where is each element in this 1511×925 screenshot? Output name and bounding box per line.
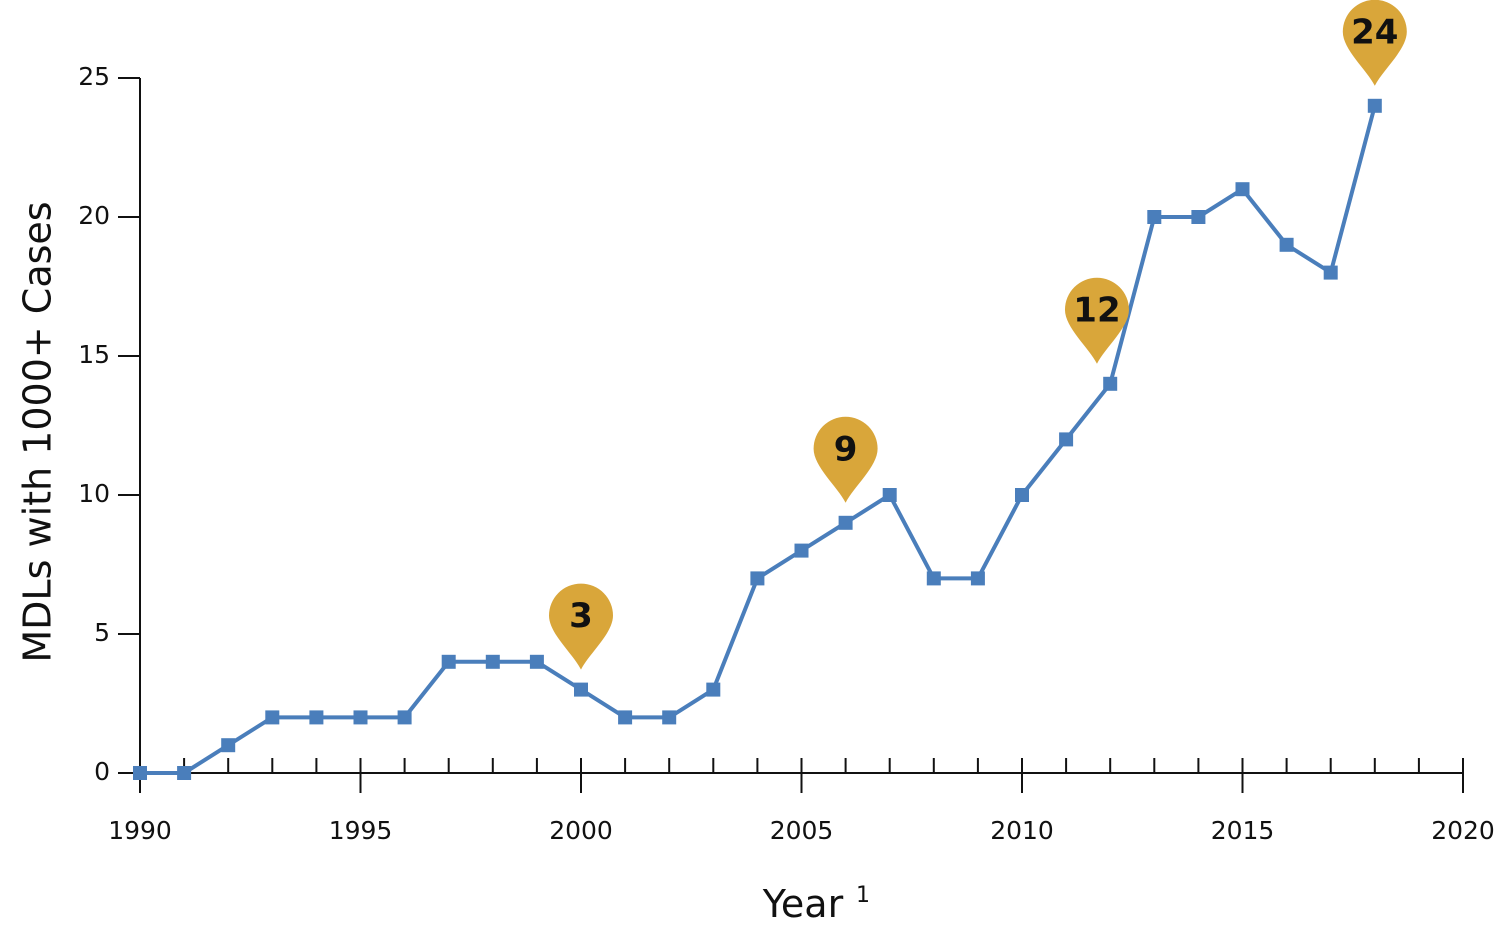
data-point-marker [221, 738, 236, 753]
y-axis-title: MDLs with 1000+ Cases [16, 201, 60, 662]
pin-shape [549, 583, 613, 670]
x-tick-label: 2020 [1431, 816, 1495, 845]
data-point-marker [1015, 488, 1029, 502]
data-point-marker [1147, 210, 1162, 224]
y-tick-label: 25 [78, 62, 110, 91]
data-point-marker [133, 766, 147, 780]
data-point-marker [529, 654, 544, 669]
pin-label: 12 [1073, 290, 1120, 330]
data-point-marker [926, 571, 941, 586]
series-layer [133, 98, 1382, 780]
data-point-marker [1367, 98, 1382, 113]
data-point-marker [1191, 210, 1206, 224]
pin-label: 9 [834, 429, 858, 469]
data-point-marker [618, 710, 633, 725]
data-point-marker [882, 488, 897, 502]
x-tick-label: 2010 [990, 816, 1054, 845]
y-tick-label: 5 [94, 618, 110, 647]
annotation-pin: 12 [1064, 277, 1129, 364]
data-point-marker [265, 710, 280, 725]
data-point-marker [1103, 376, 1118, 391]
data-point-marker [574, 682, 588, 697]
annotation-pin: 24 [1342, 0, 1407, 86]
pin-shape [813, 416, 878, 503]
x-tick-label: 2015 [1211, 816, 1275, 845]
y-tick-label: 10 [78, 479, 110, 508]
y-tick-label: 0 [94, 757, 110, 786]
x-tick-label: 1995 [329, 816, 393, 845]
y-tick-label: 20 [78, 201, 110, 230]
data-point-marker [1235, 182, 1250, 197]
data-point-marker [750, 571, 765, 586]
data-point-marker [397, 710, 412, 725]
series-line [140, 105, 1377, 775]
data-point-marker [353, 710, 368, 725]
data-point-marker [1059, 432, 1074, 447]
data-point-marker [1323, 265, 1338, 280]
data-point-marker [441, 654, 456, 669]
axes: 0 5 10 15 20 25 1990 1995 2000 2005 2010 2015 2020 [78, 62, 1495, 845]
data-point-marker [1279, 237, 1294, 252]
pin-label: 24 [1351, 12, 1398, 52]
annotation-pin: 3 [549, 583, 613, 670]
pin-shape [1064, 277, 1129, 364]
data-point-marker [970, 571, 985, 586]
pin-label: 3 [569, 596, 593, 636]
data-point-marker [662, 710, 677, 725]
x-axis-title-superscript: 1 [856, 883, 870, 908]
data-point-marker [485, 654, 500, 669]
annotation-layer: 3 9 12 24 [549, 0, 1407, 670]
y-tick-label: 15 [78, 340, 110, 369]
pin-shape [1342, 0, 1407, 86]
x-tick-label: 1990 [108, 816, 172, 845]
data-point-marker [177, 766, 192, 780]
data-point-marker [838, 515, 853, 530]
data-point-marker [309, 710, 324, 725]
x-tick-label: 2005 [770, 816, 834, 845]
annotation-pin: 9 [813, 416, 878, 503]
data-point-marker [794, 543, 809, 558]
x-tick-label: 2000 [549, 816, 613, 845]
data-point-marker [706, 682, 721, 697]
x-axis-title: Year [762, 882, 844, 925]
